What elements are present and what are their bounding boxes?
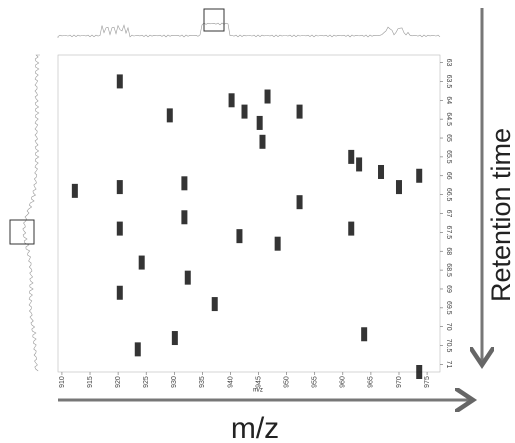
feature	[171, 331, 178, 346]
feature	[264, 89, 271, 104]
feature	[166, 108, 173, 123]
feature	[348, 149, 355, 164]
x-tick-label: 970	[396, 376, 403, 388]
y-tick-label: 69.5	[445, 301, 452, 315]
x-tick-label: 975	[424, 376, 431, 388]
x-tick-label: 955	[312, 376, 319, 388]
y-tick-label: 67.5	[445, 226, 452, 240]
x-tick-label: 940	[227, 376, 234, 388]
x-tick-label: 960	[340, 376, 347, 388]
feature	[378, 164, 385, 179]
x-tick-label: 935	[199, 376, 206, 388]
x-axis-caption: m/z	[253, 388, 263, 394]
feature	[116, 180, 123, 195]
x-tick-label: 910	[59, 376, 66, 388]
feature	[274, 236, 281, 251]
feature	[348, 221, 355, 236]
y-tick-label: 65	[445, 134, 452, 142]
x-tick-label: 945	[255, 376, 262, 388]
feature	[134, 342, 141, 357]
x-tick-label: 925	[143, 376, 150, 388]
feature	[259, 134, 266, 149]
tic-trace-left	[22, 54, 40, 372]
y-tick-label: 69	[445, 285, 452, 293]
x-tick-label: 915	[87, 376, 94, 388]
feature	[181, 176, 188, 191]
feature	[361, 327, 368, 342]
feature	[296, 104, 303, 119]
y-tick-label: 63	[445, 59, 452, 67]
feature	[416, 365, 423, 379]
feature	[71, 183, 78, 198]
feature	[228, 93, 235, 108]
y-tick-label: 68	[445, 247, 452, 255]
selection-box	[9, 219, 35, 245]
feature	[181, 210, 188, 225]
selection-box	[203, 8, 225, 32]
y-tick-label: 66.5	[445, 188, 452, 202]
y-tick-label: 64	[445, 96, 452, 104]
x-tick-label: 950	[283, 376, 290, 388]
feature	[236, 229, 243, 244]
feature	[241, 104, 248, 119]
x-axis-label: m/z	[231, 412, 279, 443]
y-tick-label: 66	[445, 172, 452, 180]
y-tick-label: 64.5	[445, 112, 452, 126]
x-tick-label: 930	[171, 376, 178, 388]
y-tick-label: 70.5	[445, 339, 452, 353]
feature	[116, 221, 123, 236]
feature	[395, 180, 402, 195]
feature	[211, 297, 218, 312]
tic-trace-top	[57, 22, 441, 38]
y-tick-label: 65.5	[445, 150, 452, 164]
feature	[184, 270, 191, 285]
y-axis-label: Retention time	[486, 128, 515, 302]
feature	[138, 255, 145, 270]
y-tick-label: 71	[445, 361, 452, 369]
plot-area	[57, 54, 441, 373]
feature	[256, 115, 263, 130]
y-tick-label: 68.5	[445, 263, 452, 277]
feature	[416, 168, 423, 183]
x-tick-label: 920	[115, 376, 122, 388]
feature	[356, 157, 363, 172]
feature	[116, 74, 123, 89]
y-tick-label: 70	[445, 323, 452, 331]
feature	[296, 195, 303, 210]
x-tick-label: 965	[368, 376, 375, 388]
y-tick-label: 63.5	[445, 75, 452, 89]
feature	[116, 285, 123, 300]
y-tick-label: 67	[445, 210, 452, 218]
